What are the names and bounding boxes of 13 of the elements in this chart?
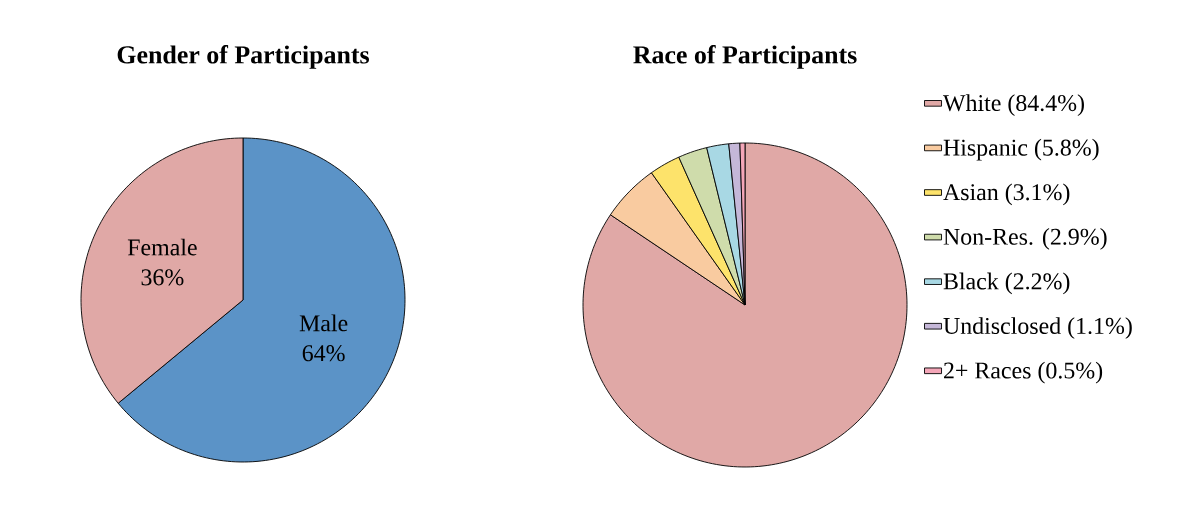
data-label: 64% bbox=[302, 345, 345, 362]
legend-label: Non-Res. (2.9%) bbox=[943, 228, 1107, 250]
chart-title: Gender of Participants bbox=[117, 45, 369, 69]
slice-label: Female bbox=[127, 238, 197, 256]
legend-label: Hispanic (5.8%) bbox=[943, 138, 1099, 161]
legend-label: Black (2.2%) bbox=[943, 272, 1070, 295]
slice-label: Male bbox=[299, 314, 348, 332]
legend-label: Asian (3.1%) bbox=[943, 183, 1070, 206]
legend-label: Undisclosed (1.1%) bbox=[943, 317, 1132, 339]
chart-title: Race of Participants bbox=[633, 45, 857, 69]
data-label: 36% bbox=[141, 269, 184, 286]
legend-label: 2+ Races (0.5%) bbox=[944, 361, 1103, 384]
legend-label: White (84.4%) bbox=[942, 94, 1084, 116]
